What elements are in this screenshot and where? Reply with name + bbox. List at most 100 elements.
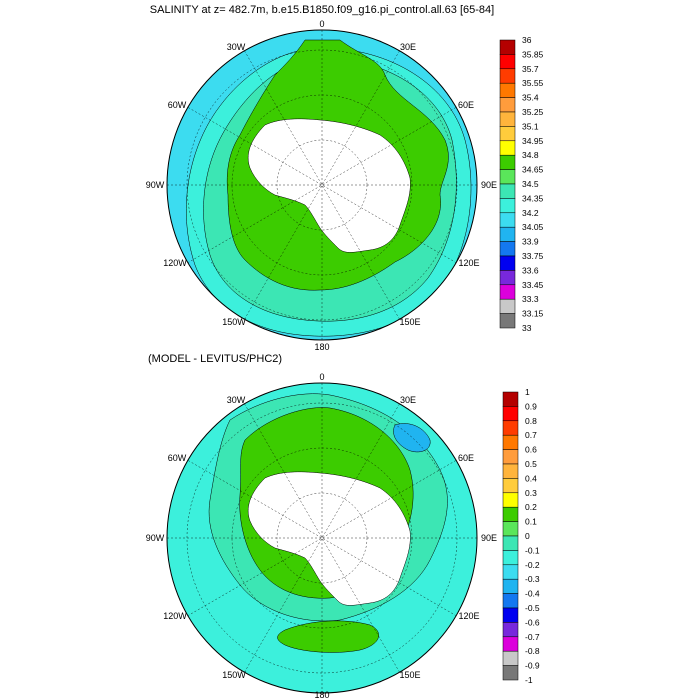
colorbar-label: 34.8 bbox=[522, 150, 539, 160]
colorbar-label: 0.3 bbox=[525, 488, 537, 498]
meridian bbox=[188, 107, 456, 263]
colorbar-label: 35.4 bbox=[522, 93, 539, 103]
lon-label-180: 180 bbox=[314, 690, 329, 700]
antarctica-land bbox=[247, 118, 411, 253]
colorbar-swatch bbox=[502, 550, 519, 566]
colorbar-swatch bbox=[502, 650, 519, 666]
colorbar-swatch bbox=[499, 313, 516, 329]
colorbar-swatch bbox=[499, 140, 516, 156]
colorbar-label: 34.5 bbox=[522, 179, 539, 189]
colorbar-label: 0 bbox=[525, 531, 530, 541]
colorbar-swatch bbox=[502, 463, 519, 479]
lon-label-120e: 120E bbox=[458, 611, 479, 621]
colorbar-swatch bbox=[499, 198, 516, 214]
polar-map-2: 0 30E 60E 90E 120E 150E 180 150W 120W 90… bbox=[146, 372, 497, 700]
lon-label-0: 0 bbox=[319, 19, 324, 29]
colorbar-swatch bbox=[502, 564, 519, 580]
colorbar-swatch bbox=[499, 68, 516, 84]
lon-label-60w: 60W bbox=[168, 453, 187, 463]
colorbar-label: -0.5 bbox=[525, 603, 540, 613]
lon-label-120w: 120W bbox=[163, 258, 187, 268]
colorbar-swatch bbox=[499, 226, 516, 242]
colorbar-swatch bbox=[499, 169, 516, 185]
lon-label-90w: 90W bbox=[146, 180, 165, 190]
colorbar-label: 33 bbox=[522, 323, 532, 333]
colorbar-swatch bbox=[502, 593, 519, 609]
colorbar-swatch bbox=[499, 298, 516, 314]
lon-label-60e: 60E bbox=[458, 100, 474, 110]
colorbar-label: 35.85 bbox=[522, 49, 544, 59]
meridian bbox=[188, 460, 456, 616]
map-border bbox=[166, 29, 478, 341]
colorbar-label: -0.4 bbox=[525, 589, 540, 599]
colorbar-label: 35.55 bbox=[522, 78, 544, 88]
colorbar-swatch bbox=[502, 535, 519, 551]
colorbar-label: 35.7 bbox=[522, 64, 539, 74]
colorbar-swatch bbox=[499, 270, 516, 286]
colorbar-swatch bbox=[502, 622, 519, 638]
colorbar-swatch bbox=[499, 154, 516, 170]
colorbar-swatch bbox=[499, 39, 516, 55]
lon-label-60e: 60E bbox=[458, 453, 474, 463]
colorbar-difference: 1 0.9 0.8 0.7 0.6 0.5 0.4 0.3 0.2 0.1 0 -0.1 -0.2 -0.… bbox=[502, 387, 540, 685]
colorbar-swatch bbox=[502, 506, 519, 522]
colorbar-label: 34.65 bbox=[522, 165, 544, 175]
colorbar-label: 33.3 bbox=[522, 294, 539, 304]
colorbar-label: 33.9 bbox=[522, 237, 539, 247]
colorbar-label: 36 bbox=[522, 35, 532, 45]
colorbar-swatch bbox=[499, 126, 516, 142]
difference-contour-band bbox=[277, 620, 379, 653]
colorbar-swatch bbox=[502, 406, 519, 422]
lon-label-60w: 60W bbox=[168, 100, 187, 110]
colorbar-label: 35.1 bbox=[522, 121, 539, 131]
colorbar-swatch bbox=[499, 82, 516, 98]
panel-salinity: SALINITY at z= 482.7m, b.e15.B1850.f09_g… bbox=[146, 4, 544, 352]
map-border bbox=[166, 382, 478, 694]
colorbar-label: 35.25 bbox=[522, 107, 544, 117]
colorbar-swatch bbox=[502, 492, 519, 508]
colorbar-label: -0.9 bbox=[525, 661, 540, 671]
lon-label-30e: 30E bbox=[400, 42, 416, 52]
colorbar-label: -0.1 bbox=[525, 545, 540, 555]
colorbar-label: 33.45 bbox=[522, 280, 544, 290]
colorbar-label: -0.6 bbox=[525, 617, 540, 627]
panel-difference: (MODEL - LEVITUS/PHC2) 0 bbox=[146, 353, 540, 700]
colorbar-swatch bbox=[499, 111, 516, 127]
lon-label-150w: 150W bbox=[222, 670, 246, 680]
colorbar-label: 0.7 bbox=[525, 430, 537, 440]
panel-1-title: SALINITY at z= 482.7m, b.e15.B1850.f09_g… bbox=[150, 4, 494, 16]
colorbar-swatch bbox=[502, 391, 519, 407]
meridian bbox=[188, 107, 456, 263]
colorbar-swatch bbox=[502, 478, 519, 494]
lon-label-150e: 150E bbox=[399, 317, 420, 327]
lon-label-90w: 90W bbox=[146, 533, 165, 543]
colorbar-label: -0.2 bbox=[525, 560, 540, 570]
colorbar-swatch bbox=[499, 183, 516, 199]
colorbar-swatch bbox=[499, 97, 516, 113]
colorbar-label: 34.35 bbox=[522, 193, 544, 203]
colorbar-label: 1 bbox=[525, 387, 530, 397]
lon-label-90e: 90E bbox=[481, 180, 497, 190]
lon-label-120e: 120E bbox=[458, 258, 479, 268]
lon-label-120w: 120W bbox=[163, 611, 187, 621]
lon-label-0: 0 bbox=[319, 372, 324, 382]
colorbar-label: 0.8 bbox=[525, 416, 537, 426]
colorbar-label: 0.2 bbox=[525, 502, 537, 512]
colorbar-swatch bbox=[502, 607, 519, 623]
colorbar-label: 0.9 bbox=[525, 401, 537, 411]
lon-label-90e: 90E bbox=[481, 533, 497, 543]
colorbar-swatch bbox=[499, 255, 516, 271]
lon-label-150w: 150W bbox=[222, 317, 246, 327]
colorbar-salinity: 36 35.85 35.7 35.55 35.4 35.25 35.1 34.95 34.8 34… bbox=[499, 35, 544, 333]
lon-label-30e: 30E bbox=[400, 395, 416, 405]
panel-2-title: (MODEL - LEVITUS/PHC2) bbox=[148, 353, 282, 365]
antarctica-land bbox=[247, 471, 411, 606]
colorbar-label: -1 bbox=[525, 675, 533, 685]
colorbar-swatch bbox=[499, 212, 516, 228]
polar-map-1: 0 30E 60E 90E 120E 150E 180 150W 120W 90… bbox=[146, 19, 497, 352]
colorbar-label: 34.2 bbox=[522, 208, 539, 218]
colorbar-label: 0.4 bbox=[525, 473, 537, 483]
difference-contour-band bbox=[393, 423, 431, 453]
colorbar-swatch bbox=[502, 521, 519, 537]
